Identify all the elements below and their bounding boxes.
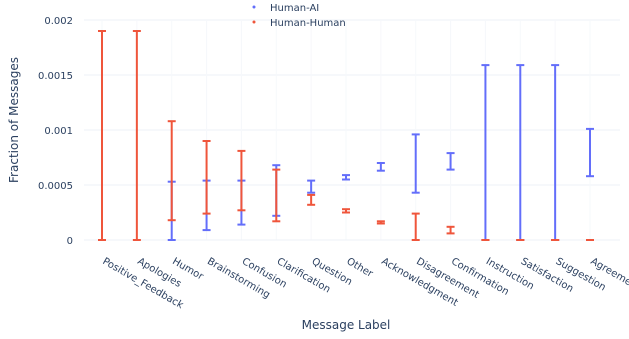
- y-tick-label: 0.0005: [38, 181, 73, 192]
- legend-label-human-ai: Human-AI: [270, 3, 319, 14]
- human-human-errorbar-confirmation: [446, 225, 455, 235]
- human-human-errorbar-clarification: [272, 168, 281, 223]
- human-human-errorbar-disagreement: [411, 212, 420, 241]
- human-ai-errorbar-suggestion: [551, 64, 560, 241]
- x-tick-label-brainstorming: Brainstorming: [205, 256, 272, 301]
- y-axis-title: Fraction of Messages: [7, 57, 21, 183]
- human-ai-errorbar-satisfaction: [516, 64, 525, 241]
- legend-label-human-human: Human-Human: [270, 18, 346, 29]
- human-human-errorbar-confusion: [237, 149, 246, 212]
- marks-layer: [98, 30, 594, 241]
- grid-layer: [84, 19, 620, 241]
- human-human-errorbar-humor: [167, 120, 176, 222]
- human-ai-errorbar-acknowledgment: [376, 162, 385, 172]
- human-human-errorbar-other: [342, 208, 350, 214]
- y-tick-label: 0.001: [44, 126, 73, 137]
- human-human-errorbar-apologies: [132, 30, 141, 241]
- y-tick-label: 0.0015: [38, 71, 73, 82]
- human-ai-errorbar-other: [342, 174, 350, 181]
- human-ai-errorbar-disagreement: [411, 133, 420, 194]
- human-ai-errorbar-confirmation: [446, 152, 455, 171]
- legend-marker-human-ai: [252, 5, 256, 9]
- human-ai-errorbar-instruction: [481, 64, 490, 241]
- legend-marker-human-human: [252, 20, 256, 24]
- axes-layer: 00.00050.0010.00150.002Positive_Feedback…: [38, 16, 629, 311]
- human-human-errorbar-question: [307, 193, 316, 206]
- human-human-errorbar-positive-feedback: [98, 30, 106, 241]
- legend: Human-AI Human-Human: [252, 3, 346, 29]
- human-human-errorbar-brainstorming: [202, 140, 211, 215]
- x-axis-title: Message Label: [302, 318, 391, 332]
- human-ai-errorbar-question: [307, 179, 316, 194]
- human-ai-errorbar-agreement: [586, 127, 594, 178]
- human-human-errorbar-acknowledgment: [376, 220, 385, 225]
- y-tick-label: 0: [67, 236, 73, 247]
- y-tick-label: 0.002: [44, 16, 73, 27]
